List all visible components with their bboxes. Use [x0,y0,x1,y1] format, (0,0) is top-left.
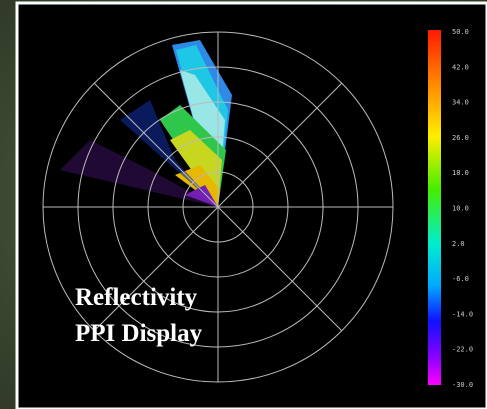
colorbar-label: 34.0 [452,99,469,107]
colorbar-label: 26.0 [452,134,469,142]
title-line: Reflectivity [75,284,198,311]
colorbar-label: -22.0 [452,346,473,354]
colorbar-label: 18.0 [452,169,469,177]
colorbar-label: -30.0 [452,381,473,389]
colorbar-label: -14.0 [452,310,473,318]
colorbar-label: 10.0 [452,205,469,213]
title-line: PPI Display [75,320,203,347]
colorbar-label: 50.0 [452,28,469,36]
colorbar [428,30,441,385]
colorbar-label: -6.0 [452,275,469,283]
screenshot: 50.0 42.0 34.0 26.0 18.0 10.0 2.0 -6.0 -14.0 -22.… [0,0,487,409]
display-panel [17,3,487,409]
colorbar-label: 2.0 [452,240,465,248]
colorbar-label: 42.0 [452,63,469,71]
radar-display: 50.0 42.0 34.0 26.0 18.0 10.0 2.0 -6.0 -14.0 -22.… [0,0,487,409]
